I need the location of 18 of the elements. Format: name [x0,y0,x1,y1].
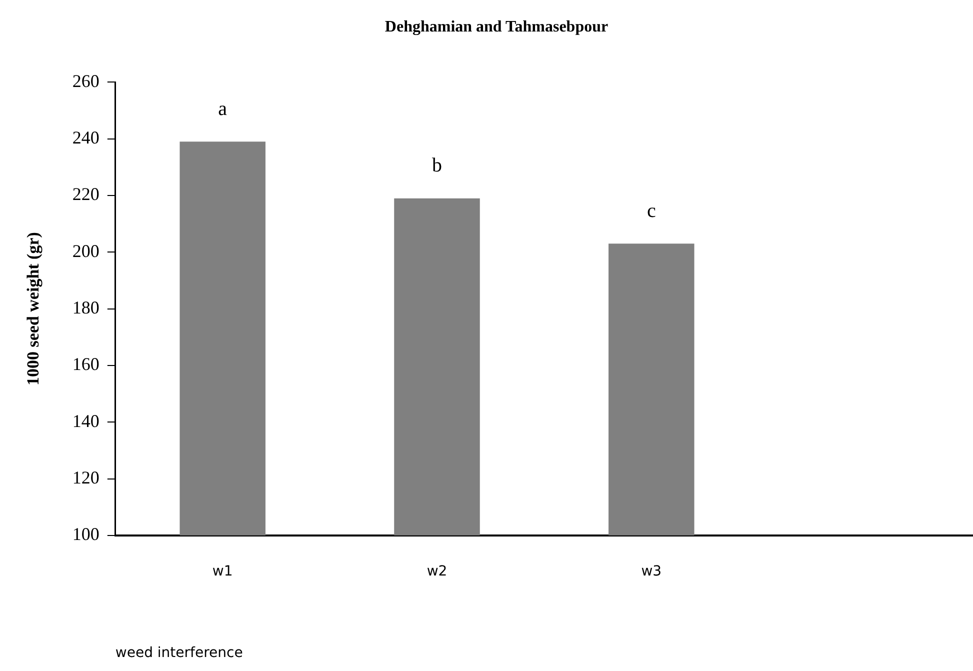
x-tick-label: w3 [641,563,662,580]
y-tick-label: 120 [72,467,100,488]
y-tick-label: 240 [72,128,100,148]
y-tick-label: 220 [72,184,100,204]
y-tick-label: 180 [72,298,100,318]
y-axis-title: 1000 seed weight (gr) [24,232,43,386]
y-tick-label: 140 [72,410,100,431]
y-tick-label: 160 [72,354,100,374]
chart-title: Dehghamian and Tahmasebpour [384,18,608,36]
annotation: a [218,98,228,120]
annotation: b [432,154,442,177]
y-tick-label: 200 [72,240,100,261]
y-tick-label: 100 [72,524,100,544]
annotation: c [646,200,656,222]
y-tick-label: 260 [72,70,100,91]
x-tick-label: w1 [212,563,233,580]
x-tick-label: w2 [426,563,448,580]
x-axis-title: weed interference [115,645,243,662]
